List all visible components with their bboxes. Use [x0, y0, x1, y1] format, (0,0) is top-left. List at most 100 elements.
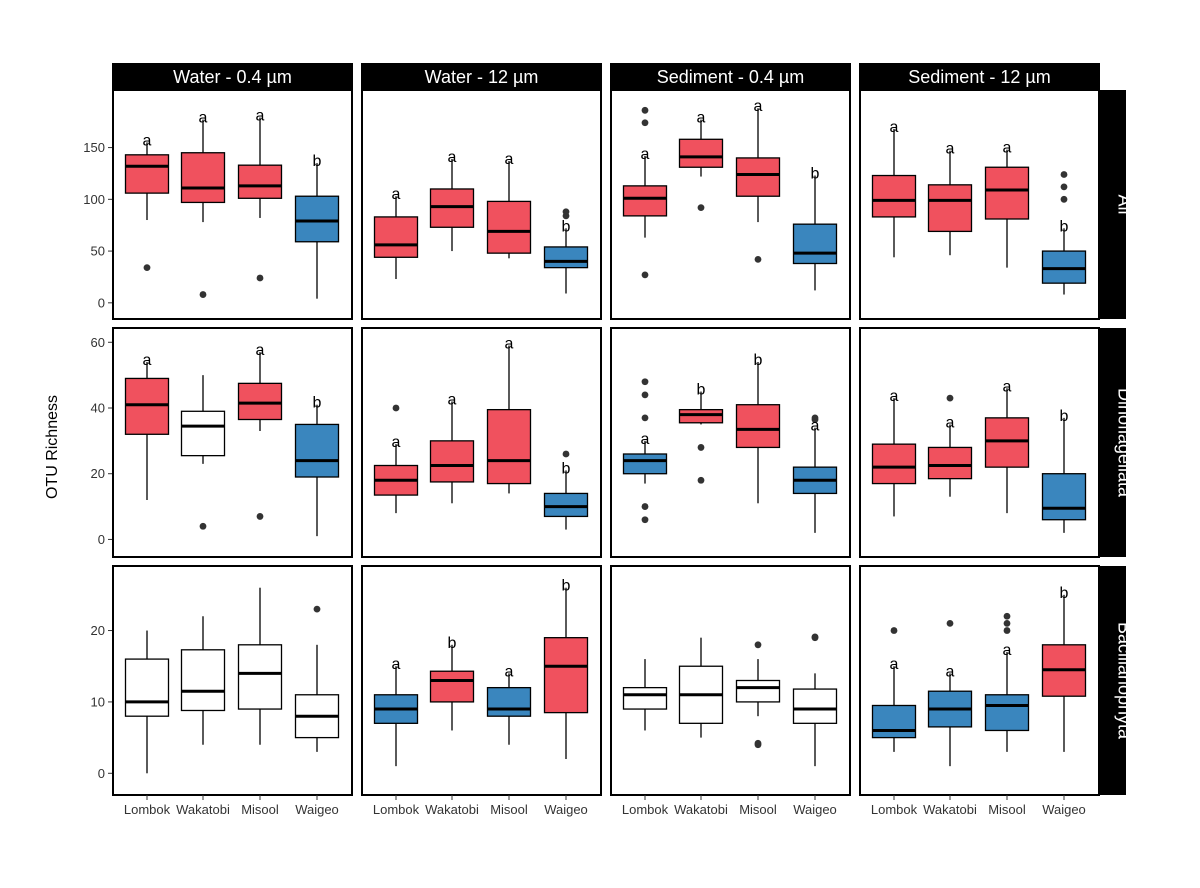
box-misool: a: [735, 98, 781, 263]
column-strip-label: Water - 0.4 µm: [173, 67, 292, 87]
outlier-point: [641, 503, 649, 510]
outlier-point: [1060, 183, 1068, 191]
iqr-box: [1041, 250, 1087, 284]
significance-letter: b: [448, 635, 457, 652]
box-lombok: a: [373, 186, 419, 280]
iqr-box: [124, 154, 170, 194]
significance-letter: a: [1003, 642, 1012, 659]
box-misool: a: [984, 140, 1030, 268]
box-lombok: [622, 659, 668, 731]
significance-letter: a: [1003, 378, 1012, 395]
row-strip-label: All: [1115, 194, 1135, 214]
iqr-box: [429, 440, 475, 483]
box-wakatobi: a: [927, 141, 973, 256]
box-wakatobi: a: [429, 391, 475, 504]
panel-r2-c2: a a a b: [373, 336, 589, 530]
iqr-box: [622, 185, 668, 217]
significance-letter: a: [641, 431, 650, 448]
x-tick-label: Lombok: [622, 802, 669, 817]
box-waigeo: b: [294, 395, 340, 537]
significance-letter: a: [392, 186, 401, 203]
iqr-box: [237, 382, 283, 421]
significance-letter: a: [505, 336, 514, 353]
x-tick-label: Waigeo: [1042, 802, 1086, 817]
row-strip-1: [1099, 90, 1126, 319]
iqr-box: [622, 686, 668, 710]
x-tick-label: Misool: [739, 802, 777, 817]
iqr-box: [543, 637, 589, 714]
x-tick-label: Lombok: [871, 802, 918, 817]
outlier-point: [1003, 612, 1011, 620]
iqr-box: [429, 188, 475, 228]
x-tick-label: Lombok: [373, 802, 420, 817]
significance-letter: b: [562, 218, 571, 235]
significance-letter: a: [143, 132, 152, 149]
box-waigeo: b: [1041, 408, 1087, 533]
significance-letter: a: [890, 656, 899, 673]
column-strip-1: [112, 63, 353, 90]
panel-border-r3-c1: [112, 565, 353, 796]
box-lombok: a: [871, 119, 917, 258]
panel-border-r1-c1: [112, 89, 353, 320]
box-waigeo: [792, 633, 838, 767]
column-strip-label: Water - 12 µm: [425, 67, 539, 87]
outlier-point: [697, 204, 705, 212]
significance-letter: a: [505, 663, 514, 680]
iqr-box: [1041, 473, 1087, 521]
panel-border-r1-c3: [610, 89, 851, 320]
iqr-box: [237, 644, 283, 710]
box-waigeo: b: [543, 578, 589, 760]
panel-r1-c4: a a a b: [871, 119, 1087, 295]
box-lombok: a: [622, 378, 668, 524]
iqr-box: [543, 246, 589, 269]
y-axis-title: OTU Richness: [44, 395, 61, 499]
box-lombok: [124, 630, 170, 774]
significance-letter: a: [946, 141, 955, 158]
box-wakatobi: a: [927, 394, 973, 497]
panel-r1-c1: a a a b: [124, 108, 340, 299]
panel-r1-c3: a a a b: [622, 98, 838, 291]
outlier-point: [641, 378, 649, 386]
significance-letter: a: [946, 663, 955, 680]
panel-r2-c3: a b b a: [622, 352, 838, 533]
panel-r2-c1: a a b: [124, 342, 340, 537]
significance-letter: a: [392, 656, 401, 673]
iqr-box: [373, 216, 419, 258]
iqr-box: [984, 166, 1030, 220]
x-tick-label: Wakatobi: [425, 802, 479, 817]
panel-r2-c4: a a a b: [871, 378, 1087, 533]
box-misool: a: [237, 342, 283, 520]
x-tick-label: Wakatobi: [674, 802, 728, 817]
box-wakatobi: [180, 375, 226, 530]
panel-border-r3-c4: [859, 565, 1100, 796]
panel-border-r2-c1: [112, 327, 353, 558]
y-tick-label: 0: [98, 532, 105, 547]
outlier-point: [641, 391, 649, 399]
x-tick-label: Waigeo: [295, 802, 339, 817]
column-strip-3: [610, 63, 851, 90]
box-waigeo: b: [1041, 585, 1087, 752]
significance-letter: b: [562, 578, 571, 595]
outlier-point: [562, 208, 570, 216]
iqr-box: [294, 195, 340, 243]
significance-letter: b: [754, 352, 763, 369]
iqr-box: [871, 443, 917, 485]
outlier-point: [811, 633, 819, 641]
outlier-point: [641, 516, 649, 524]
significance-letter: a: [256, 342, 265, 359]
significance-letter: a: [811, 418, 820, 435]
row-strip-label: Dinoflagellata: [1115, 388, 1135, 498]
box-misool: b: [735, 352, 781, 504]
box-wakatobi: a: [429, 149, 475, 252]
y-tick-label: 0: [98, 295, 105, 310]
significance-letter: a: [641, 146, 650, 163]
box-misool: [237, 587, 283, 745]
iqr-box: [486, 200, 532, 254]
outlier-point: [641, 271, 649, 279]
box-misool: a: [984, 612, 1030, 752]
significance-letter: b: [697, 382, 706, 399]
box-lombok: a: [373, 404, 419, 514]
iqr-box: [294, 423, 340, 478]
iqr-box: [124, 377, 170, 435]
